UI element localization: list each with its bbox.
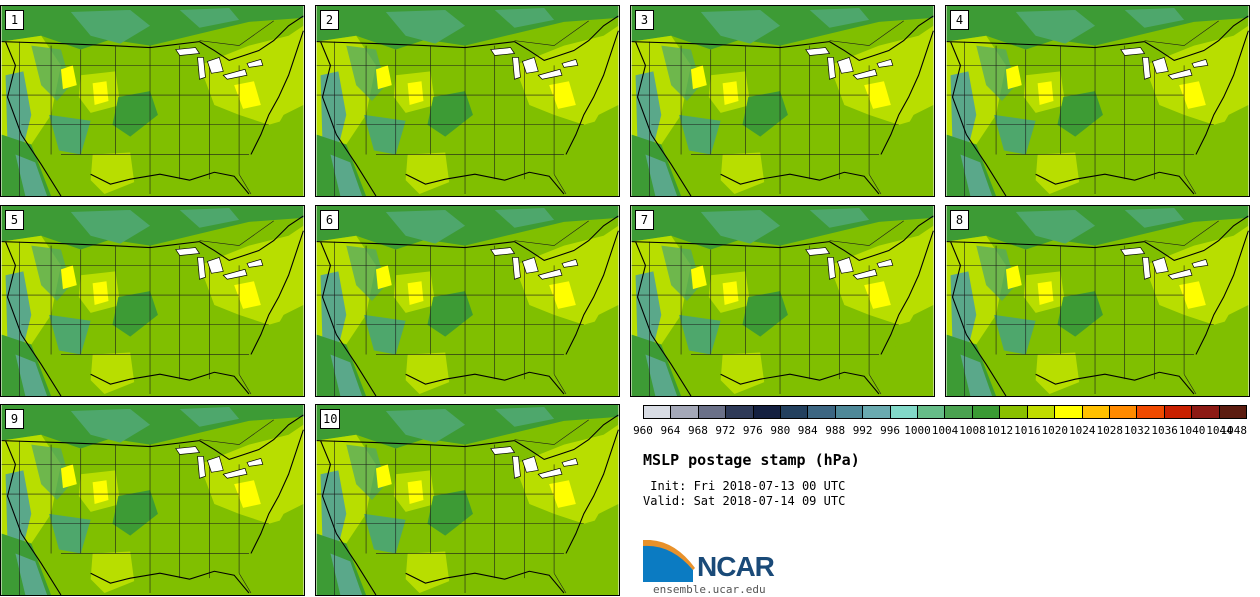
colorbar-tick-label: 960 xyxy=(633,424,653,437)
colorbar-segment xyxy=(945,406,973,418)
valid-time: Valid: Sat 2018-07-14 09 UTC xyxy=(643,494,846,508)
mslp-map xyxy=(631,206,934,396)
colorbar-tick-label: 1036 xyxy=(1151,424,1178,437)
colorbar-segment xyxy=(698,406,727,418)
colorbar-segment xyxy=(1192,406,1220,418)
colorbar-tick-label: 992 xyxy=(852,424,873,437)
colorbar-tick-label: 1032 xyxy=(1123,424,1151,437)
colorbar-tick-label: 996 xyxy=(880,424,901,437)
member-label-3: 3 xyxy=(635,10,654,30)
colorbar-segment xyxy=(781,406,809,418)
colorbar-segment xyxy=(890,406,919,418)
colorbar-tick-label: 988 xyxy=(825,424,846,437)
member-panel-9: 9 xyxy=(0,404,305,596)
colorbar-tick-label: 1000 xyxy=(904,424,931,437)
colorbar-tick-label: 1008 xyxy=(959,424,986,437)
colorbar-tick-label: 1024 xyxy=(1069,424,1096,437)
colorbar-tick-label: 1016 xyxy=(1014,424,1041,437)
member-label-9: 9 xyxy=(5,409,24,429)
colorbar-tick-label: 1004 xyxy=(931,424,959,437)
colorbar-segment xyxy=(753,406,782,418)
member-panel-5: 5 xyxy=(0,205,305,397)
ncar-logo-icon xyxy=(643,540,695,582)
colorbar-segment xyxy=(972,406,1001,418)
member-panel-8: 8 xyxy=(945,205,1250,397)
colorbar-segment xyxy=(726,406,754,418)
colorbar-segment xyxy=(1164,406,1193,418)
colorbar-segment xyxy=(808,406,836,418)
member-label-8: 8 xyxy=(950,210,969,230)
colorbar-segment xyxy=(918,406,946,418)
mslp-map xyxy=(631,6,934,196)
mslp-map xyxy=(946,6,1249,196)
member-label-1: 1 xyxy=(5,10,24,30)
member-label-7: 7 xyxy=(635,210,654,230)
colorbar-segment xyxy=(835,406,864,418)
member-panel-10: 10 xyxy=(315,404,620,596)
colorbar-segment xyxy=(1137,406,1165,418)
member-label-5: 5 xyxy=(5,210,24,230)
colorbar-segment xyxy=(1109,406,1138,418)
member-panel-6: 6 xyxy=(315,205,620,397)
member-label-10: 10 xyxy=(320,409,341,429)
colorbar-segment xyxy=(671,406,699,418)
plot-title: MSLP postage stamp (hPa) xyxy=(643,451,860,469)
member-panel-2: 2 xyxy=(315,5,620,197)
colorbar-tick-label: 1040 xyxy=(1178,424,1206,437)
colorbar-labels: 960 964 968 972 976 980 984 988 992 996 1000 1004 10… xyxy=(633,424,1248,438)
colorbar-tick-label: 1044 xyxy=(1206,424,1233,437)
mslp-map xyxy=(316,6,619,196)
colorbar-segment xyxy=(1027,406,1056,418)
colorbar xyxy=(643,405,1247,419)
colorbar-tick-label: 964 xyxy=(660,424,681,437)
ncar-logo-text: NCAR xyxy=(697,551,775,582)
member-panel-7: 7 xyxy=(630,205,935,397)
member-label-6: 6 xyxy=(320,210,339,230)
colorbar-tick-label: 1012 xyxy=(986,424,1014,437)
member-label-4: 4 xyxy=(950,10,969,30)
colorbar-segment xyxy=(1055,406,1083,418)
mslp-map xyxy=(1,6,304,196)
colorbar-tick-label: 968 xyxy=(687,424,708,437)
colorbar-tick-label: 976 xyxy=(742,424,763,437)
colorbar-tick-label: 972 xyxy=(715,424,736,437)
website-url: ensemble.ucar.edu xyxy=(653,583,766,596)
member-panel-4: 4 xyxy=(945,5,1250,197)
member-panel-1: 1 xyxy=(0,5,305,197)
member-label-2: 2 xyxy=(320,10,339,30)
colorbar-tick-label: 1048 xyxy=(1220,424,1248,437)
colorbar-segment xyxy=(863,406,891,418)
colorbar-tick-label: 1028 xyxy=(1096,424,1123,437)
colorbar-segment xyxy=(644,406,672,418)
mslp-map xyxy=(1,405,304,595)
colorbar-tick-label: 980 xyxy=(770,424,791,437)
colorbar-segment xyxy=(1000,406,1028,418)
colorbar-segment xyxy=(1082,406,1110,418)
mslp-map xyxy=(316,206,619,396)
init-time: Init: Fri 2018-07-13 00 UTC xyxy=(643,479,846,493)
member-panel-3: 3 xyxy=(630,5,935,197)
colorbar-tick-label: 984 xyxy=(797,424,818,437)
mslp-map xyxy=(946,206,1249,396)
colorbar-tick-label: 1020 xyxy=(1041,424,1069,437)
mslp-map xyxy=(1,206,304,396)
mslp-map xyxy=(316,405,619,595)
colorbar-segment xyxy=(1219,406,1246,418)
